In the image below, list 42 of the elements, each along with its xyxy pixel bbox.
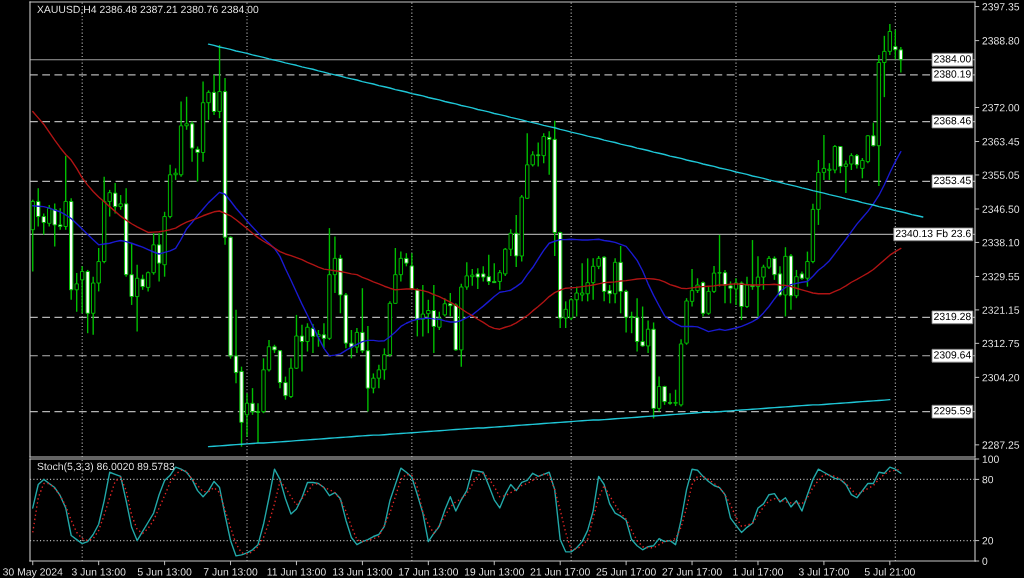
ref-line-label: 2384.00 (934, 55, 971, 63)
x-tick-label: 27 Jun 17:00 (662, 568, 722, 576)
x-tick-label: 30 May 2024 (3, 568, 63, 578)
ref-line-label: 2295.59 (934, 407, 971, 415)
x-tick-label: 5 Jul 21:00 (864, 567, 915, 576)
y-tick-label: 2287.25 (982, 441, 1020, 449)
y-tick-label: 2346.50 (982, 205, 1020, 213)
y-tick-label: 2329.55 (982, 272, 1020, 281)
x-tick-label: 3 Jun 13:00 (71, 568, 126, 576)
x-tick-label: 5 Jun 13:00 (137, 568, 192, 576)
y-tick-label: 0 (982, 557, 988, 565)
x-tick-label: 17 Jun 13:00 (399, 568, 459, 576)
y-tick-label: 2397.35 (982, 3, 1020, 11)
x-tick-label: 3 Jul 17:00 (798, 567, 849, 576)
y-tick-label: 2355.05 (982, 171, 1020, 179)
y-tick-label: 2304.20 (982, 373, 1020, 382)
ref-line-label: 2368.46 (934, 117, 971, 125)
ref-line-label: 2353.45 (934, 176, 971, 185)
chart-title: XAUUSD,H4 2386.48 2387.21 2380.76 2384.00 (37, 5, 259, 15)
y-tick-label: 2388.80 (982, 37, 1020, 45)
x-tick-label: 25 Jun 17:00 (596, 568, 656, 576)
y-tick-label: 2372.00 (982, 103, 1020, 112)
y-tick-label: 20 (982, 537, 994, 545)
y-tick-label: 2321.15 (982, 306, 1020, 314)
y-tick-label: 2338.10 (982, 238, 1020, 247)
chart-title: Stoch(5,3,3) 86.0020 89.5783 (37, 462, 175, 473)
y-tick-label: 2363.45 (982, 138, 1020, 146)
x-tick-label: 21 Jun 17:00 (530, 568, 590, 576)
ref-line-label: 2319.28 (934, 312, 971, 321)
x-tick-label: 13 Jun 13:00 (333, 568, 393, 576)
y-tick-label: 80 (982, 475, 994, 484)
line-series (207, 398, 891, 448)
x-tick-label: 11 Jun 13:00 (267, 568, 326, 576)
ref-line-label: 2309.64 (934, 351, 971, 359)
x-tick-label: 1 Jul 17:00 (733, 567, 784, 576)
ref-line-label: 2340.13 Fb 23.6 (895, 229, 971, 238)
ref-line-label: 2380.19 (934, 70, 971, 78)
y-tick-label: 100 (982, 455, 999, 463)
y-tick-label: 2312.75 (982, 339, 1020, 348)
line-series (207, 43, 924, 218)
x-tick-label: 19 Jun 13:00 (464, 568, 524, 576)
x-tick-label: 7 Jun 13:00 (203, 568, 258, 576)
